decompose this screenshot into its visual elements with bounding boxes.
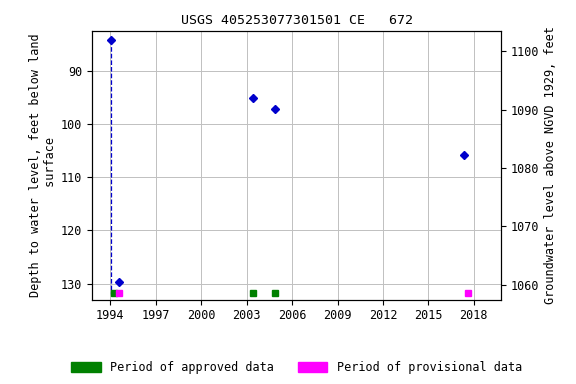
Y-axis label: Groundwater level above NGVD 1929, feet: Groundwater level above NGVD 1929, feet bbox=[544, 26, 556, 304]
Title: USGS 405253077301501 CE   672: USGS 405253077301501 CE 672 bbox=[181, 14, 412, 27]
Legend: Period of approved data, Period of provisional data: Period of approved data, Period of provi… bbox=[66, 355, 528, 380]
Y-axis label: Depth to water level, feet below land
 surface: Depth to water level, feet below land su… bbox=[29, 33, 57, 297]
